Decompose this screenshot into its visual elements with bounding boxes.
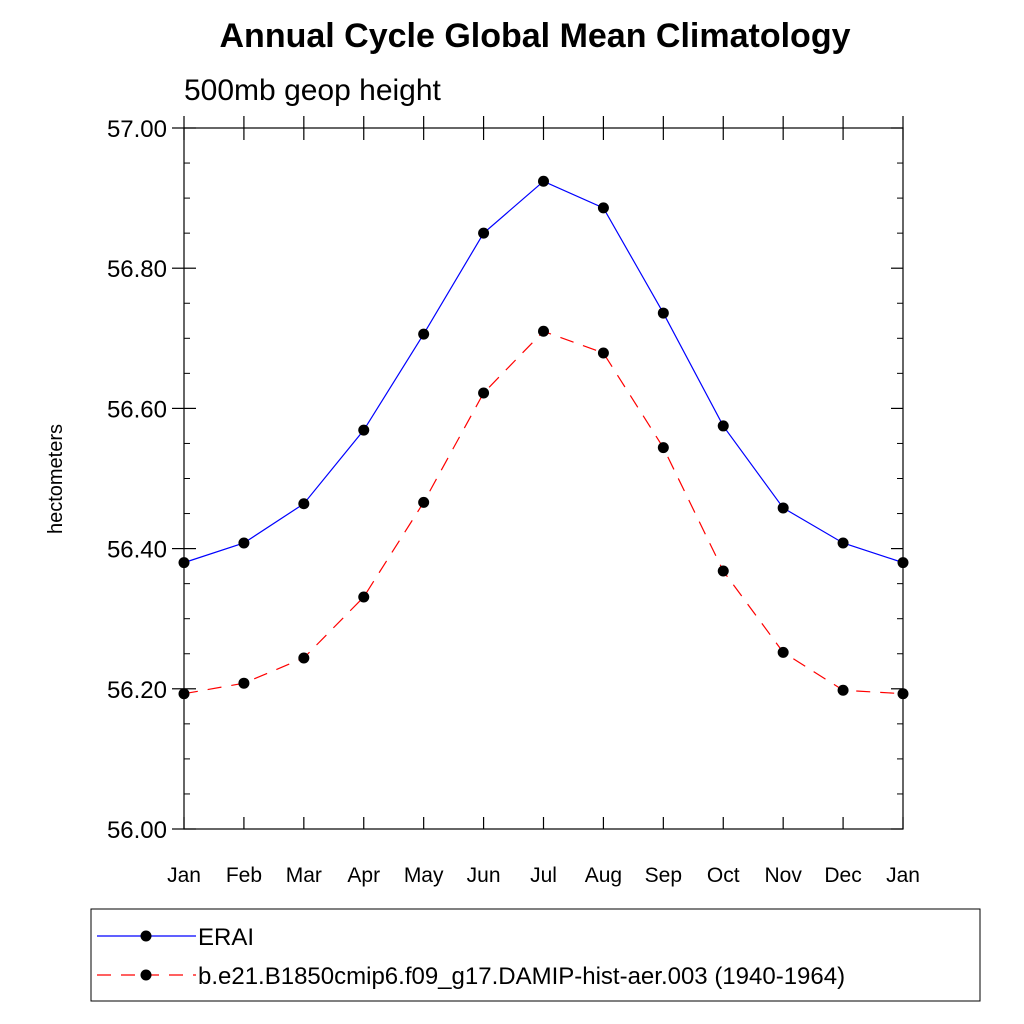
y-tick-label: 56.00 bbox=[107, 817, 167, 844]
axes-ticks: 56.00 56.20 56.40 56.60 56.80 57.00 Jan Feb Mar A… bbox=[107, 116, 920, 887]
y-tick-label: 56.80 bbox=[107, 256, 167, 283]
series-1-point bbox=[178, 688, 190, 700]
y-tick-label: 56.60 bbox=[107, 396, 167, 423]
x-tick-label: Nov bbox=[764, 864, 802, 887]
x-tick-label: Jan bbox=[886, 864, 920, 887]
x-tick-label: Jul bbox=[530, 864, 557, 887]
y-tick-label: 57.00 bbox=[107, 116, 167, 143]
x-tick-label: May bbox=[404, 864, 444, 887]
y-axis-label: hectometers bbox=[45, 424, 67, 534]
series-1-point bbox=[358, 591, 370, 603]
x-tick-label: Jan bbox=[167, 864, 201, 887]
series-0-point bbox=[897, 557, 909, 569]
series-0-point bbox=[298, 498, 310, 510]
series-0-point bbox=[837, 537, 849, 549]
series-1-point bbox=[717, 565, 729, 577]
x-tick-label: Jun bbox=[467, 864, 501, 887]
series-1-point bbox=[597, 347, 609, 359]
series-0-point bbox=[717, 420, 729, 432]
y-tick-label: 56.40 bbox=[107, 537, 167, 564]
x-tick-label: Mar bbox=[286, 864, 322, 887]
series-1-point bbox=[897, 688, 909, 700]
x-tick-label: Dec bbox=[824, 864, 861, 887]
series-1-point bbox=[418, 496, 430, 508]
series-0-point bbox=[178, 557, 190, 569]
legend-marker-0 bbox=[140, 930, 152, 942]
series-line-0 bbox=[183, 180, 904, 564]
legend-label-1: b.e21.B1850cmip6.f09_g17.DAMIP-hist-aer.… bbox=[198, 963, 845, 990]
series-1-point bbox=[298, 652, 310, 664]
x-tick-label: Sep bbox=[645, 864, 682, 887]
x-tick-label: Feb bbox=[226, 864, 262, 887]
series-1-point bbox=[657, 442, 669, 454]
x-tick-label: Aug bbox=[585, 864, 622, 887]
legend: ERAI b.e21.B1850cmip6.f09_g17.DAMIP-hist-… bbox=[97, 924, 845, 990]
series-1-point bbox=[538, 325, 549, 337]
series-0-point bbox=[238, 537, 250, 549]
series-1-point bbox=[837, 684, 849, 696]
chart-subtitle: 500mb geop height bbox=[184, 74, 442, 107]
series-1-point bbox=[238, 677, 250, 689]
x-tick-label: Apr bbox=[347, 864, 380, 887]
series-1-point bbox=[478, 387, 490, 399]
series-0-point bbox=[538, 175, 549, 187]
legend-box bbox=[90, 908, 981, 1002]
series-0-point bbox=[657, 307, 669, 319]
series-0-point bbox=[597, 202, 609, 214]
legend-marker-1 bbox=[140, 969, 152, 981]
chart-title: Annual Cycle Global Mean Climatology bbox=[220, 17, 851, 55]
series-layer bbox=[178, 175, 909, 700]
y-tick-label: 56.20 bbox=[107, 677, 167, 704]
legend-label-0: ERAI bbox=[198, 924, 254, 951]
series-line-1 bbox=[183, 330, 904, 695]
series-1-point bbox=[777, 646, 789, 658]
plot-frame bbox=[183, 127, 904, 830]
series-0-point bbox=[478, 227, 490, 239]
series-0-point bbox=[418, 328, 430, 340]
series-0-point bbox=[777, 502, 789, 514]
x-tick-label: Oct bbox=[707, 864, 740, 887]
series-0-point bbox=[358, 424, 370, 436]
